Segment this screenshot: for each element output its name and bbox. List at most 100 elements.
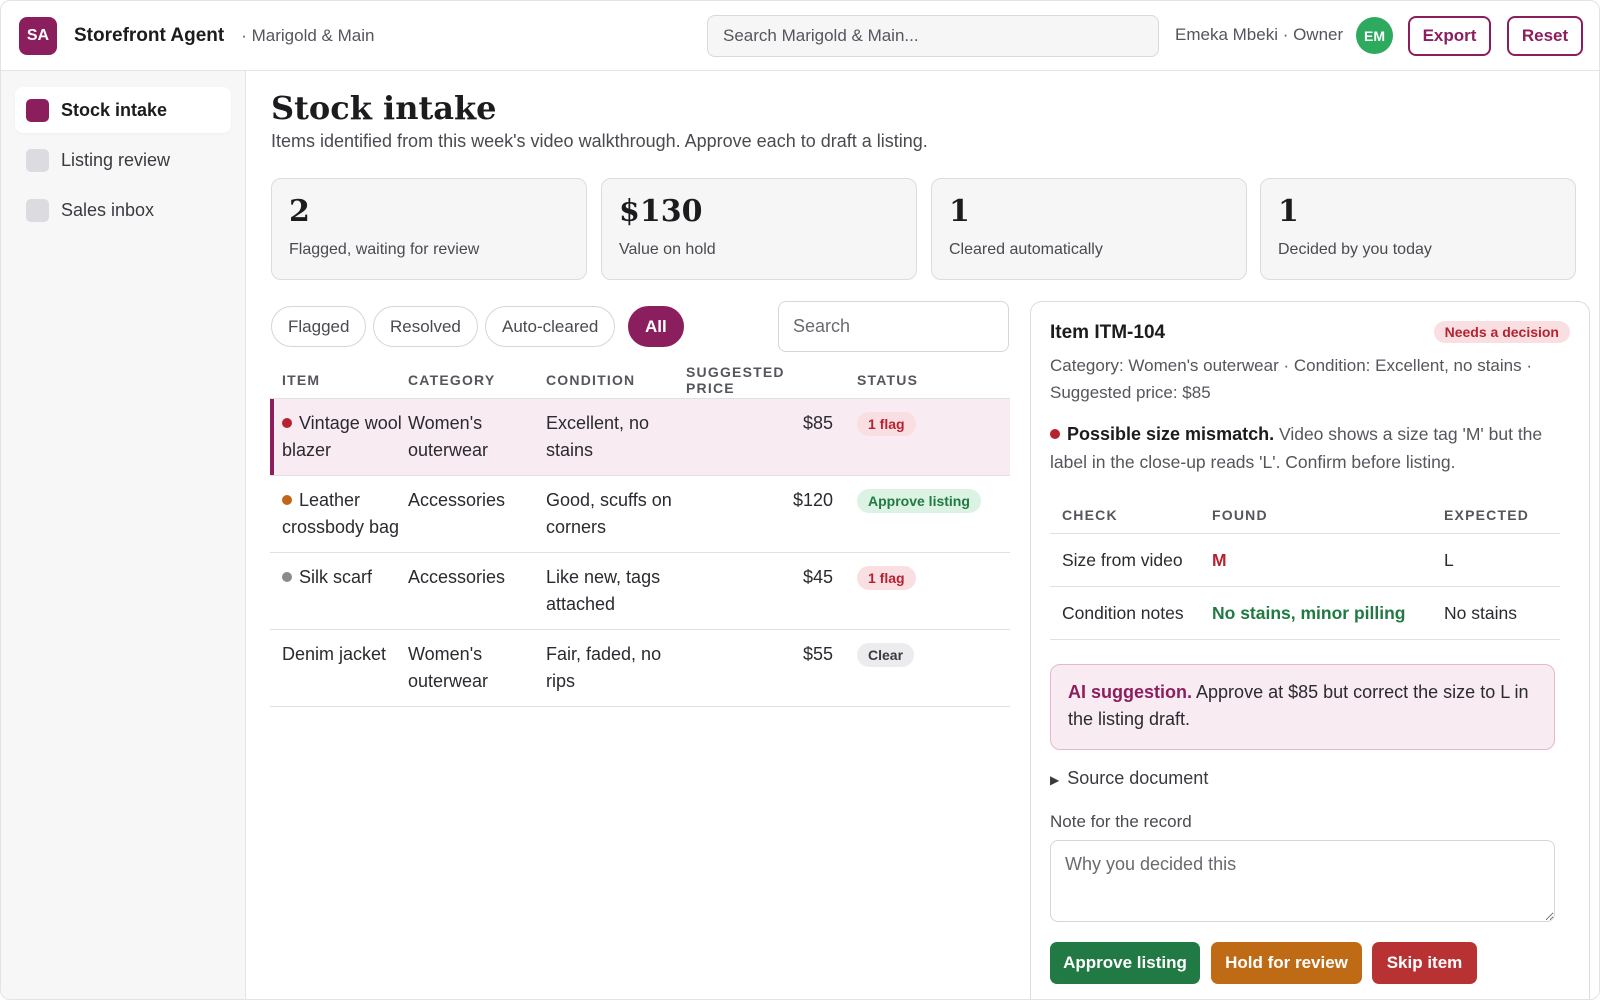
check-expected: L: [1444, 549, 1454, 570]
filter-chip-resolved[interactable]: Resolved: [373, 306, 478, 347]
app-name: Storefront Agent: [74, 24, 225, 46]
stat-card-value-on-hold: $130 Value on hold: [601, 178, 917, 280]
check-row: Size from video M L: [1050, 534, 1560, 587]
top-bar: SA Storefront Agent · Marigold & Main Em…: [1, 1, 1599, 71]
sidebar: Stock intake Listing review Sales inbox: [1, 71, 246, 999]
price-cell: $120: [792, 490, 833, 510]
issue-description: Possible size mismatch. Video shows a si…: [1050, 420, 1560, 476]
column-header-found: FOUND: [1212, 506, 1268, 523]
check-found: M: [1212, 549, 1227, 570]
user-name: Emeka Mbeki · Owner: [1175, 25, 1344, 44]
column-header-price[interactable]: SUGGESTED PRICE: [686, 363, 785, 396]
condition-cell: Excellent, no stains: [546, 413, 650, 460]
skip-item-button[interactable]: Skip item: [1372, 942, 1477, 984]
global-search-input[interactable]: [707, 15, 1159, 57]
category-cell: Accessories: [408, 567, 506, 587]
hold-for-review-button[interactable]: Hold for review: [1211, 942, 1362, 984]
listing-review-icon: [26, 148, 49, 172]
item-detail-panel: Item ITM-104 Needs a decision Category: …: [1030, 301, 1590, 999]
stock-intake-icon: [26, 98, 49, 122]
avatar[interactable]: EM: [1356, 17, 1393, 54]
sidebar-item-sales-inbox[interactable]: Sales inbox: [15, 187, 231, 233]
item-name: Leather crossbody bag: [282, 490, 400, 537]
app-logo: SA: [19, 16, 57, 55]
filter-chip-all[interactable]: All: [628, 306, 684, 347]
status-dot: [282, 495, 292, 505]
price-cell: $85: [802, 413, 833, 433]
check-found: No stains, minor pilling: [1212, 602, 1406, 623]
status-badge: Clear: [857, 643, 915, 667]
ai-suggestion-label: AI suggestion.: [1068, 682, 1193, 702]
check-expected: No stains: [1444, 602, 1517, 623]
item-meta: Category: Women's outerwear · Condition:…: [1050, 356, 1532, 402]
category-cell: Accessories: [408, 490, 506, 510]
status-badge: Approve listing: [857, 489, 981, 513]
status-cell: 1 flag: [833, 410, 993, 464]
item-cell: Denim jacket: [270, 641, 408, 695]
stat-card-decided: 1 Decided by you today: [1260, 178, 1576, 280]
note-textarea[interactable]: [1050, 840, 1555, 922]
checks-table: CHECK FOUND EXPECTED Size from video M L…: [1050, 496, 1560, 640]
stat-value: 1: [1278, 194, 1299, 229]
table-row[interactable]: Vintage wool blazer Women's outerwear Ex…: [270, 399, 1010, 476]
reset-button[interactable]: Reset: [1507, 16, 1583, 56]
sidebar-item-label: Stock intake: [61, 99, 168, 120]
status-cell: Clear: [833, 641, 993, 695]
column-header-status[interactable]: STATUS: [857, 371, 919, 388]
stat-label: Decided by you today: [1278, 241, 1432, 258]
price-cell: $55: [802, 644, 833, 664]
triangle-right-icon: ▶: [1050, 773, 1060, 787]
stat-value: 2: [289, 194, 310, 229]
status-badge: Needs a decision: [1433, 321, 1570, 343]
filter-chip-flagged[interactable]: Flagged: [271, 306, 367, 347]
main-content: Stock intake Items identified from this …: [246, 71, 1599, 999]
item-name: Vintage wool blazer: [282, 413, 402, 460]
page-subtitle: Items identified from this week's video …: [271, 131, 928, 151]
approve-listing-button[interactable]: Approve listing: [1050, 942, 1200, 984]
source-document-label: Source document: [1067, 768, 1209, 788]
item-name: Denim jacket: [282, 644, 387, 664]
table-search-input[interactable]: [778, 301, 1009, 352]
page-title: Stock intake: [271, 89, 497, 127]
column-header-item[interactable]: ITEM: [282, 371, 321, 388]
condition-cell: Like new, tags attached: [546, 567, 661, 614]
condition-cell: Good, scuffs on corners: [546, 490, 672, 537]
column-header-condition[interactable]: CONDITION: [546, 371, 636, 388]
column-header-expected: EXPECTED: [1444, 506, 1530, 523]
column-header-category[interactable]: CATEGORY: [408, 371, 496, 388]
status-badge: 1 flag: [857, 566, 916, 590]
stat-card-flagged: 2 Flagged, waiting for review: [271, 178, 587, 280]
ai-suggestion-text: Approve at $85 but correct the size to L…: [1068, 682, 1529, 729]
sidebar-item-stock-intake[interactable]: Stock intake: [15, 87, 231, 133]
status-dot: [282, 418, 292, 428]
note-label: Note for the record: [1050, 812, 1192, 831]
condition-cell: Fair, faded, no rips: [546, 644, 662, 691]
sidebar-item-label: Sales inbox: [61, 199, 155, 220]
checks-header: CHECK FOUND EXPECTED: [1050, 496, 1560, 534]
stat-value: 1: [949, 194, 970, 229]
check-name: Condition notes: [1062, 602, 1184, 623]
sales-inbox-icon: [26, 198, 49, 222]
sidebar-item-listing-review[interactable]: Listing review: [15, 137, 231, 183]
alert-dot-icon: [1050, 429, 1060, 439]
column-header-check: CHECK: [1062, 506, 1118, 523]
stat-value: $130: [619, 194, 703, 229]
check-name: Size from video: [1062, 549, 1183, 570]
source-document-toggle[interactable]: ▶ Source document: [1050, 768, 1208, 789]
stat-label: Flagged, waiting for review: [289, 241, 480, 258]
category-cell: Women's outerwear: [408, 644, 489, 691]
table-header: ITEM CATEGORY CONDITION SUGGESTED PRICE …: [270, 361, 1010, 399]
table-row[interactable]: Silk scarf Accessories Like new, tags at…: [270, 553, 1010, 630]
status-cell: 1 flag: [833, 564, 993, 618]
table-row[interactable]: Denim jacket Women's outerwear Fair, fad…: [270, 630, 1010, 707]
table-row[interactable]: Leather crossbody bag Accessories Good, …: [270, 476, 1010, 553]
store-name: · Marigold & Main: [241, 25, 375, 45]
item-detail-title: Item ITM-104: [1050, 322, 1166, 343]
ai-suggestion-box: AI suggestion. Approve at $85 but correc…: [1050, 664, 1555, 750]
filter-chip-auto-cleared[interactable]: Auto-cleared: [485, 306, 616, 347]
sidebar-item-label: Listing review: [61, 149, 171, 170]
export-button[interactable]: Export: [1408, 16, 1491, 56]
item-cell: Silk scarf: [270, 564, 408, 618]
status-badge: 1 flag: [857, 412, 916, 436]
